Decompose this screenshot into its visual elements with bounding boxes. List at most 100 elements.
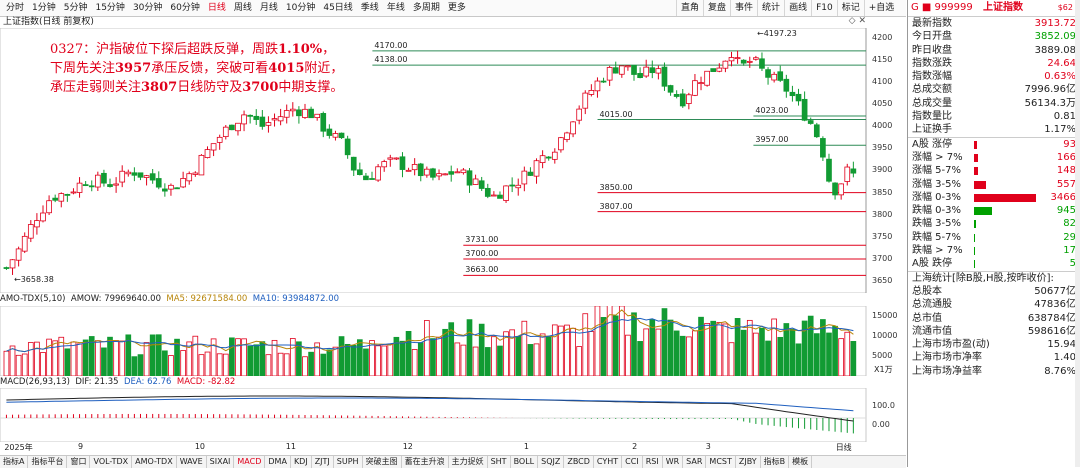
tab-12[interactable]: 突破主图 bbox=[363, 456, 402, 468]
window-icons[interactable]: ◇ ✕ bbox=[848, 16, 866, 26]
tool-3[interactable]: 统计 bbox=[757, 0, 784, 16]
side-scrollbar[interactable] bbox=[1075, 0, 1080, 467]
tab-15[interactable]: SHT bbox=[488, 456, 511, 468]
period-2[interactable]: 5分钟 bbox=[63, 3, 88, 13]
amo-bar-1 bbox=[9, 345, 16, 376]
candle-21 bbox=[131, 167, 138, 182]
period-12[interactable]: 年线 bbox=[386, 3, 405, 13]
period-8[interactable]: 月线 bbox=[259, 3, 278, 13]
period-1[interactable]: 1分钟 bbox=[32, 3, 56, 13]
candle-60 bbox=[369, 171, 375, 180]
candle-103 bbox=[631, 65, 637, 81]
candle-34 bbox=[210, 143, 217, 157]
tool-6[interactable]: 标记 bbox=[836, 0, 864, 16]
breadth-label-2: 涨幅 5-7% bbox=[912, 165, 962, 177]
tab-13[interactable]: 蓄在主升浪 bbox=[402, 456, 449, 468]
tab-25[interactable]: ZJBY bbox=[736, 456, 761, 468]
breadth-bar-9 bbox=[974, 260, 975, 269]
tool-1[interactable]: 复盘 bbox=[703, 0, 730, 16]
amo-bar-92 bbox=[564, 324, 570, 376]
price-tick-2: 4100 bbox=[872, 76, 893, 86]
tab-27[interactable]: 模板 bbox=[789, 456, 813, 468]
tab-9[interactable]: KDJ bbox=[291, 456, 312, 468]
chart-title: 上证指数(日线 前复权) bbox=[3, 17, 94, 27]
tool-7[interactable]: +自选 bbox=[863, 0, 899, 16]
tab-2[interactable]: 窗口 bbox=[67, 456, 91, 468]
amo-bar-4 bbox=[27, 342, 34, 376]
amo-bar-139 bbox=[850, 341, 857, 376]
amo-bar-130 bbox=[795, 343, 802, 376]
period-13[interactable]: 多周期 bbox=[412, 3, 440, 13]
period-5[interactable]: 60分钟 bbox=[170, 3, 200, 13]
period-4[interactable]: 30分钟 bbox=[132, 3, 163, 13]
tab-0[interactable]: 指标A bbox=[0, 456, 29, 468]
tab-23[interactable]: SAR bbox=[683, 456, 707, 468]
candle-44 bbox=[271, 113, 278, 127]
tab-18[interactable]: ZBCD bbox=[564, 456, 594, 468]
period-0[interactable]: 分时 bbox=[6, 3, 25, 13]
candle-138 bbox=[844, 163, 851, 186]
amo-bar-63 bbox=[387, 343, 394, 376]
breadth-value-2: 148 bbox=[1056, 165, 1076, 177]
amo-bar-123 bbox=[753, 332, 759, 376]
amo-unit: X1万 bbox=[874, 365, 893, 374]
tab-6[interactable]: SIXAI bbox=[207, 456, 235, 468]
tool-2[interactable]: 事件 bbox=[730, 0, 757, 16]
tab-3[interactable]: VOL-TDX bbox=[90, 456, 133, 468]
tab-19[interactable]: CYHT bbox=[594, 456, 623, 468]
tab-21[interactable]: RSI bbox=[643, 456, 663, 468]
period-14[interactable]: 更多 bbox=[447, 3, 466, 13]
level-label-6: 3807.00 bbox=[599, 201, 633, 211]
tab-14[interactable]: 主力捉妖 bbox=[449, 456, 488, 468]
tab-26[interactable]: 指标B bbox=[761, 456, 790, 468]
stats-row-5: 上海市场市净率 1.40 bbox=[908, 351, 1080, 364]
candle-12 bbox=[76, 177, 83, 198]
amo-chart[interactable] bbox=[0, 306, 906, 376]
breadth-label-0: A股 涨停 bbox=[912, 138, 953, 150]
period-9[interactable]: 10分钟 bbox=[285, 3, 316, 13]
tab-10[interactable]: ZJTJ bbox=[312, 456, 334, 468]
period-3[interactable]: 15分钟 bbox=[95, 3, 125, 13]
candle-98 bbox=[600, 77, 607, 83]
breadth-bar-7 bbox=[974, 233, 975, 242]
tab-22[interactable]: WR bbox=[663, 456, 684, 468]
amo-bar-39 bbox=[241, 338, 247, 376]
stats-label-6: 上海市场净益率 bbox=[912, 365, 982, 377]
tab-4[interactable]: AMO-TDX bbox=[132, 456, 177, 468]
tab-8[interactable]: DMA bbox=[265, 456, 291, 468]
tab-7[interactable]: MACD bbox=[234, 456, 266, 468]
macd-chart[interactable] bbox=[0, 388, 906, 442]
quote-row-3: 指数涨跌 24.64 bbox=[908, 57, 1080, 70]
candle-35 bbox=[216, 134, 223, 150]
price-tick-5: 3950 bbox=[872, 143, 893, 153]
period-10[interactable]: 45日线 bbox=[323, 3, 353, 13]
tab-11[interactable]: SUPH bbox=[334, 456, 363, 468]
tab-16[interactable]: BOLL bbox=[511, 456, 539, 468]
quote-row-8: 上证换手 1.17% bbox=[908, 123, 1080, 136]
price-chart[interactable] bbox=[0, 28, 906, 293]
breadth-bar-0 bbox=[974, 140, 977, 149]
amo-bar-122 bbox=[746, 319, 753, 376]
tool-5[interactable]: F10 bbox=[811, 0, 837, 16]
candle-66 bbox=[405, 167, 412, 172]
period-11[interactable]: 季线 bbox=[360, 3, 379, 13]
amo-bar-11 bbox=[70, 341, 77, 376]
quote-label-4: 指数涨幅 bbox=[912, 71, 952, 83]
tool-4[interactable]: 画线 bbox=[784, 0, 811, 16]
tab-17[interactable]: SQJZ bbox=[538, 456, 565, 468]
candle-2 bbox=[15, 246, 22, 267]
tab-24[interactable]: MCST bbox=[706, 456, 736, 468]
tab-5[interactable]: WAVE bbox=[177, 456, 207, 468]
amo-tick-0: 15000 bbox=[872, 311, 898, 320]
candle-18 bbox=[113, 177, 119, 193]
tab-1[interactable]: 指标平台 bbox=[28, 456, 68, 468]
period-6[interactable]: 日线 bbox=[207, 3, 226, 13]
candle-10 bbox=[64, 193, 71, 202]
x-tick-2: 10 bbox=[194, 442, 206, 451]
period-7[interactable]: 周线 bbox=[233, 3, 252, 13]
tool-0[interactable]: 直角 bbox=[676, 0, 703, 16]
tab-20[interactable]: CCI bbox=[622, 456, 643, 468]
amo-bar-45 bbox=[277, 352, 284, 376]
breadth-row-4: 涨幅 0-3% 3466 bbox=[908, 191, 1080, 204]
candle-101 bbox=[618, 65, 625, 78]
